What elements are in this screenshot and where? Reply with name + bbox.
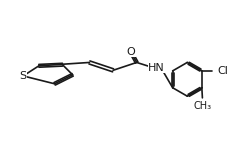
Text: Cl: Cl xyxy=(217,66,228,76)
Text: HN: HN xyxy=(148,63,165,73)
Text: CH₃: CH₃ xyxy=(193,101,211,111)
Text: O: O xyxy=(127,47,135,57)
Text: S: S xyxy=(19,71,26,81)
